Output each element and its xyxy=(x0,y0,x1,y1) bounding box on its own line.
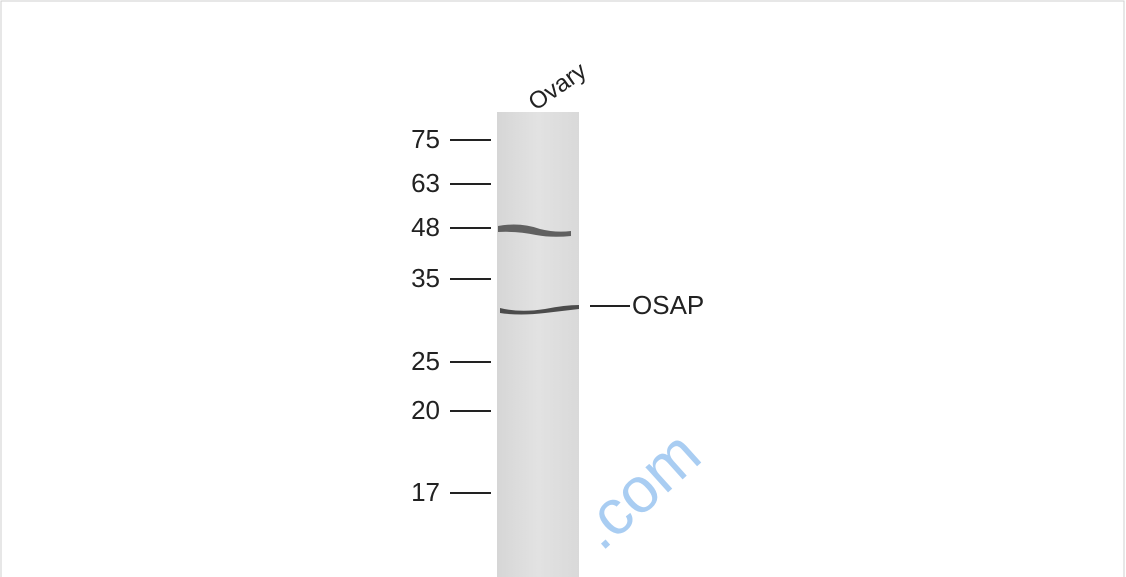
marker-label: 25 xyxy=(411,346,440,376)
band-label: OSAP xyxy=(632,290,704,320)
marker-label: 20 xyxy=(411,395,440,425)
marker-label: 17 xyxy=(411,477,440,507)
page: Ovary 75634835252017 OSAP .com (() => { … xyxy=(0,0,1126,577)
figure: Ovary 75634835252017 OSAP .com xyxy=(0,0,1126,577)
marker-label: 75 xyxy=(411,124,440,154)
marker-label: 48 xyxy=(411,212,440,242)
marker-label: 63 xyxy=(411,168,440,198)
marker-label: 35 xyxy=(411,263,440,293)
